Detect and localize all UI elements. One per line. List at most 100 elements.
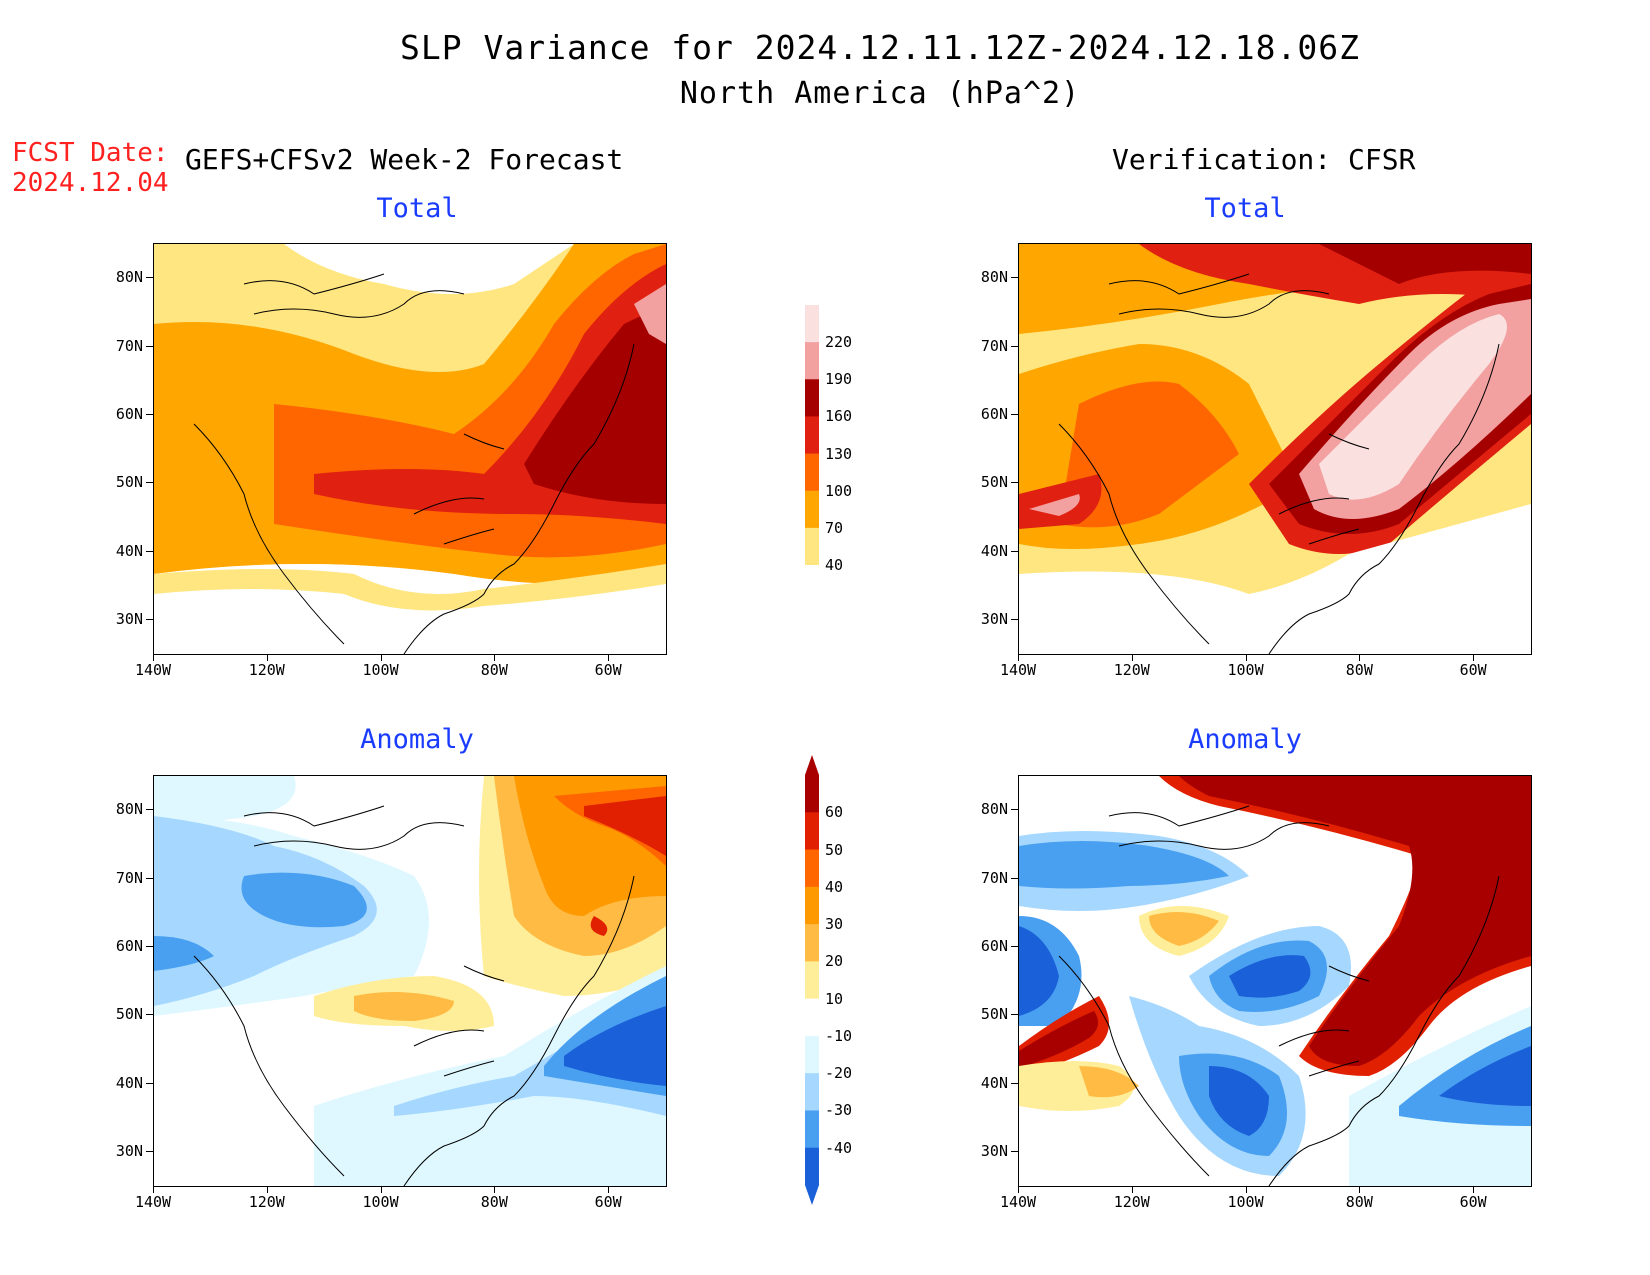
map-panel-forecast-anomaly	[153, 775, 667, 1187]
latitude-tick	[1011, 1014, 1018, 1016]
anomaly-colorbar-swatch	[805, 849, 819, 888]
anomaly-colorbar-swatch	[805, 1073, 819, 1111]
longitude-label: 60W	[594, 1193, 622, 1211]
longitude-label: 60W	[594, 661, 622, 679]
map-title: SLP Variance for 2024.12.11.12Z-2024.12.…	[400, 28, 1360, 67]
latitude-label: 50N	[980, 473, 1008, 492]
longitude-tick	[608, 654, 610, 661]
latitude-label: 50N	[115, 1005, 143, 1024]
anomaly-colorbar-label: 10	[825, 989, 844, 1008]
panel-title-forecast-anomaly: Anomaly	[360, 724, 474, 755]
latitude-tick	[146, 1150, 153, 1152]
map-panel-verification-anomaly	[1018, 775, 1532, 1187]
longitude-tick	[266, 654, 268, 661]
latitude-tick	[1011, 877, 1018, 879]
longitude-label: 100W	[362, 1193, 399, 1211]
forecast-date: FCST Date: 2024.12.04	[12, 138, 169, 198]
longitude-tick	[380, 654, 382, 661]
longitude-label: 140W	[999, 661, 1037, 679]
latitude-tick	[146, 482, 153, 484]
latitude-tick	[1011, 413, 1018, 415]
longitude-tick	[266, 1186, 268, 1193]
latitude-tick	[146, 809, 153, 811]
latitude-label: 70N	[980, 336, 1008, 355]
anomaly-colorbar-bottom-arrow	[805, 1185, 819, 1205]
latitude-tick	[1011, 550, 1018, 552]
latitude-label: 40N	[980, 541, 1008, 560]
latitude-tick	[146, 1082, 153, 1084]
anomaly-colorbar-label: 50	[825, 840, 844, 859]
anomaly-colorbar-label: -30	[825, 1101, 853, 1120]
longitude-label: 120W	[1113, 1193, 1150, 1211]
latitude-label: 60N	[115, 936, 143, 955]
longitude-tick	[494, 1186, 496, 1193]
anomaly-colorbar-swatch	[805, 1035, 819, 1074]
latitude-tick	[146, 277, 153, 279]
anomaly-colorbar-swatch	[805, 924, 819, 962]
latitude-label: 30N	[115, 1141, 143, 1160]
longitude-label: 60W	[1459, 661, 1487, 679]
longitude-tick	[1245, 1186, 1247, 1193]
anomaly-colorbar-swatch	[805, 775, 819, 813]
latitude-tick	[1011, 277, 1018, 279]
total-colorbar-label: 220	[825, 333, 853, 352]
latitude-label: 80N	[115, 800, 143, 819]
panel-title-forecast-total: Total	[376, 193, 458, 224]
longitude-label: 140W	[134, 661, 172, 679]
total-colorbar-label: 190	[825, 370, 853, 389]
total-colorbar-swatch	[805, 490, 819, 529]
forecast-total-field	[154, 244, 666, 654]
anomaly-colorbar-label: -40	[825, 1138, 853, 1157]
longitude-tick	[1359, 1186, 1361, 1193]
longitude-tick	[1359, 654, 1361, 661]
latitude-tick	[1011, 1082, 1018, 1084]
latitude-label: 40N	[980, 1073, 1008, 1092]
longitude-label: 120W	[248, 661, 285, 679]
longitude-label: 140W	[134, 1193, 172, 1211]
total-colorbar: 40 70 100 130 160 190 220	[795, 285, 875, 615]
latitude-tick	[146, 550, 153, 552]
latitude-tick	[1011, 809, 1018, 811]
longitude-tick	[1245, 654, 1247, 661]
latitude-label: 50N	[980, 1005, 1008, 1024]
latitude-tick	[146, 945, 153, 947]
latitude-tick	[146, 618, 153, 620]
latitude-tick	[146, 877, 153, 879]
latitude-tick	[1011, 618, 1018, 620]
longitude-label: 80W	[1345, 1193, 1373, 1211]
longitude-tick	[494, 654, 496, 661]
longitude-label: 140W	[999, 1193, 1037, 1211]
anomaly-colorbar-label: 40	[825, 877, 844, 896]
latitude-tick	[1011, 482, 1018, 484]
latitude-label: 70N	[115, 868, 143, 887]
total-colorbar-label: 130	[825, 444, 853, 463]
latitude-label: 30N	[980, 609, 1008, 628]
latitude-label: 70N	[980, 868, 1008, 887]
latitude-label: 40N	[115, 541, 143, 560]
anomaly-colorbar-swatch	[805, 1110, 819, 1149]
anomaly-colorbar-label: 60	[825, 803, 844, 822]
longitude-tick	[608, 1186, 610, 1193]
total-colorbar-label: 160	[825, 407, 853, 426]
total-colorbar-label: 70	[825, 518, 844, 537]
panel-title-verification-total: Total	[1204, 193, 1286, 224]
longitude-tick	[1131, 654, 1133, 661]
latitude-tick	[146, 345, 153, 347]
latitude-label: 40N	[115, 1073, 143, 1092]
verification-anomaly-field	[1019, 776, 1531, 1186]
anomaly-colorbar-label: -10	[825, 1026, 853, 1045]
map-panel-verification-total	[1018, 243, 1532, 655]
latitude-label: 80N	[980, 800, 1008, 819]
forecast-column-heading: GEFS+CFSv2 Week-2 Forecast	[185, 143, 624, 176]
longitude-label: 100W	[1227, 661, 1264, 679]
latitude-label: 70N	[115, 336, 143, 355]
forecast-date-value: 2024.12.04	[12, 168, 169, 198]
latitude-tick	[146, 1014, 153, 1016]
total-colorbar-swatches	[805, 285, 819, 585]
longitude-tick	[1018, 1186, 1019, 1193]
map-subtitle: North America (hPa^2)	[679, 76, 1081, 111]
total-colorbar-bottom-arrow	[805, 565, 819, 585]
total-colorbar-swatch	[805, 379, 819, 417]
anomaly-colorbar-swatches	[805, 755, 819, 1205]
longitude-tick	[1473, 654, 1475, 661]
